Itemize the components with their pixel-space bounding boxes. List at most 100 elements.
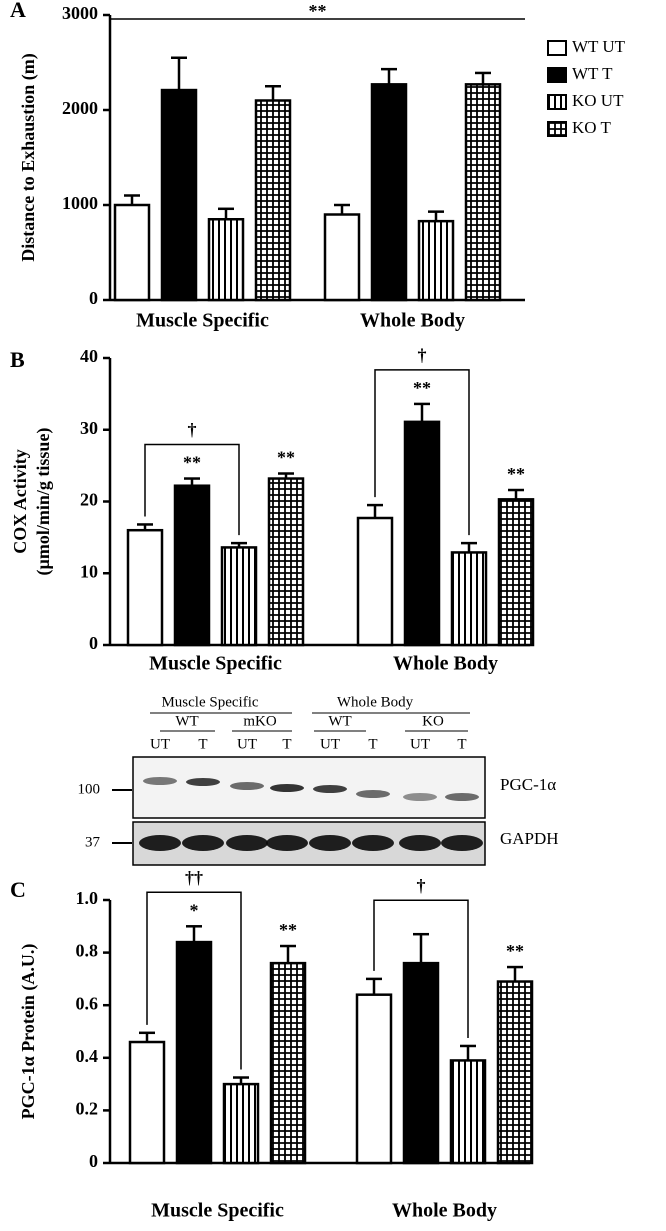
error-bar — [218, 207, 234, 220]
legend-label: KO T — [572, 118, 611, 137]
y-tick-label: 1.0 — [76, 888, 99, 908]
bar — [126, 528, 164, 647]
x-tick-label: Muscle Specific — [151, 1200, 284, 1222]
blot-band — [313, 785, 347, 793]
significance-label: ** — [507, 464, 525, 484]
error-bar — [428, 210, 444, 222]
bar — [128, 1040, 166, 1165]
bar — [254, 99, 292, 302]
error-bar — [461, 541, 477, 553]
error-bar — [334, 203, 350, 215]
bracket — [373, 899, 469, 1038]
bar — [370, 83, 408, 302]
bar — [323, 213, 361, 302]
blot-group-label: Whole Body — [337, 694, 414, 710]
y-axis-label: COX Activity — [10, 449, 30, 553]
bar — [173, 484, 211, 647]
blot-marker-label: 100 — [78, 781, 101, 797]
bar — [449, 1059, 487, 1165]
y-tick-label: 0.4 — [76, 1046, 99, 1066]
blot-genotype-label: WT — [328, 713, 351, 729]
y-axis-label: (µmol/min/g tissue) — [33, 428, 54, 576]
error-bar — [475, 71, 491, 85]
error-bar — [508, 488, 524, 500]
panel-label: A — [10, 0, 26, 22]
blot-band — [441, 835, 483, 851]
bar — [207, 218, 245, 302]
blot-protein-label: GAPDH — [500, 829, 559, 848]
error-bar — [460, 1044, 476, 1061]
blot-lane-label: UT — [410, 736, 430, 752]
y-tick-label: 2000 — [62, 98, 98, 118]
legend-swatch — [547, 94, 567, 110]
legend-swatch — [547, 121, 567, 137]
y-tick-label: 0.2 — [76, 1099, 99, 1119]
bar — [417, 219, 455, 302]
bracket — [374, 369, 470, 536]
blot-lane-label: UT — [237, 736, 257, 752]
significance-label: ** — [183, 453, 201, 473]
bar — [160, 88, 198, 302]
x-tick-label: Whole Body — [360, 310, 465, 332]
significance-label: ** — [413, 378, 431, 398]
legend-swatch — [547, 67, 567, 83]
blot-lane-label: UT — [150, 736, 170, 752]
y-tick-label: 20 — [80, 490, 98, 510]
blot-lane-label: UT — [320, 736, 340, 752]
blot-lane-label: T — [457, 736, 466, 752]
y-tick-label: 1000 — [62, 193, 98, 213]
y-tick-label: 10 — [80, 561, 98, 581]
bar — [269, 961, 307, 1165]
error-bar — [280, 944, 296, 964]
legend-label: KO UT — [572, 91, 624, 110]
significance-label: ** — [277, 448, 295, 468]
blot-band — [143, 777, 177, 785]
blot-band — [399, 835, 441, 851]
bar — [222, 1082, 260, 1165]
blot-band — [139, 835, 181, 851]
y-tick-label: 30 — [80, 418, 98, 438]
y-tick-label: 0 — [89, 633, 98, 653]
bar — [450, 551, 488, 647]
blot-band — [270, 784, 304, 792]
error-bar — [366, 977, 382, 995]
blot-band — [403, 793, 437, 801]
bar — [220, 546, 258, 647]
bracket-label: † — [417, 875, 426, 895]
blot-band — [186, 778, 220, 786]
y-tick-label: 0 — [89, 1151, 98, 1171]
bracket-label: † — [188, 420, 197, 440]
y-tick-label: 3000 — [62, 3, 98, 23]
y-tick-label: 0 — [89, 288, 98, 308]
bar — [403, 420, 441, 647]
panel-label: C — [10, 877, 26, 902]
significance-label: ** — [506, 941, 524, 961]
blot-band — [230, 782, 264, 790]
error-bar — [413, 932, 429, 964]
bracket-label: † — [418, 345, 427, 365]
y-tick-label: 40 — [80, 346, 98, 366]
significance-label: * — [190, 900, 199, 920]
error-bar — [367, 503, 383, 519]
blot-band — [356, 790, 390, 798]
error-bar — [124, 194, 140, 205]
bracket — [144, 443, 240, 536]
blot-band — [352, 835, 394, 851]
bracket-label: †† — [185, 867, 203, 887]
error-bar — [507, 965, 523, 982]
x-tick-label: Whole Body — [393, 653, 498, 675]
blot-marker-label: 37 — [85, 834, 101, 850]
blot-band — [226, 835, 268, 851]
x-tick-label: Muscle Specific — [136, 310, 269, 332]
error-bar — [139, 1031, 155, 1043]
y-axis-label: Distance to Exhaustion (m) — [18, 53, 39, 262]
significance-label: ** — [309, 1, 327, 21]
blot-band — [445, 793, 479, 801]
blot-protein-label: PGC-1α — [500, 775, 556, 794]
legend-label: WT T — [572, 64, 613, 83]
blot-band — [309, 835, 351, 851]
blot-lane-label: T — [198, 736, 207, 752]
significance-label: ** — [279, 920, 297, 940]
bar — [175, 940, 213, 1165]
y-tick-label: 0.8 — [76, 941, 99, 961]
